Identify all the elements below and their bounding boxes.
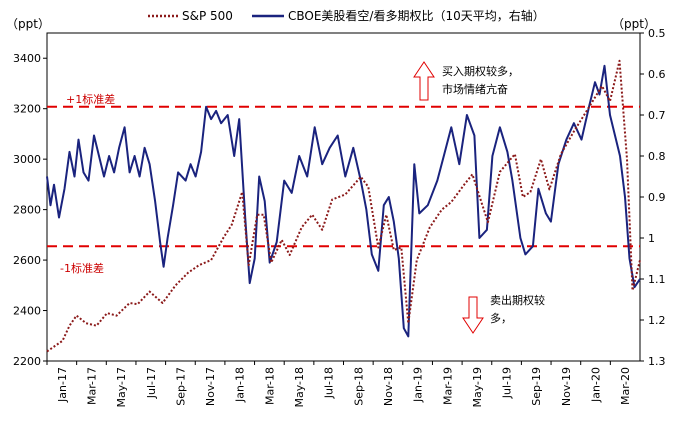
y-left-tick-label: 2800 [13, 204, 41, 217]
annotation-down-text: 多， [490, 311, 512, 325]
x-tick-label: Sep-18 [352, 367, 365, 406]
x-tick-label: Jan-18 [234, 367, 247, 403]
threshold-label: -1标准差 [60, 261, 104, 275]
x-tick-label: Jul-18 [323, 367, 336, 399]
x-tick-label: May-19 [471, 367, 484, 408]
x-tick-label: Jul-17 [145, 367, 158, 399]
series-put-call-ratio [46, 64, 641, 338]
series-sp500 [46, 59, 641, 353]
y-right-tick-label: 0.7 [648, 109, 666, 122]
right-axis-unit: （ppt） [612, 17, 656, 31]
y-right-tick-label: 1 [648, 232, 655, 245]
x-tick-label: May-18 [293, 367, 306, 408]
x-tick-label: Nov-18 [382, 367, 395, 406]
x-tick-label: Mar-19 [441, 367, 454, 405]
plot-area [46, 32, 641, 362]
legend-label-put-call: CBOE美股看空/看多期权比（10天平均，右轴） [288, 8, 545, 23]
y-left-tick-label: 2400 [13, 305, 41, 318]
x-tick-label: Mar-18 [263, 367, 276, 405]
x-tick-label: Jan-20 [590, 367, 603, 403]
x-tick-label: May-17 [115, 367, 128, 408]
y-left-tick-label: 3400 [13, 52, 41, 65]
y-left-tick-label: 2200 [13, 355, 41, 368]
y-right-tick-label: 0.9 [648, 191, 666, 204]
y-left-tick-label: 2600 [13, 254, 41, 267]
x-tick-label: Mar-17 [85, 367, 98, 405]
left-axis-unit: （ppt） [6, 17, 50, 31]
y-right-tick-label: 0.6 [648, 68, 666, 81]
x-tick-label: Sep-19 [530, 367, 543, 406]
y-left-tick-label: 3200 [13, 103, 41, 116]
up-arrow [413, 61, 435, 101]
annotation-down-text: 卖出期权较 [490, 293, 545, 307]
threshold-lines: +1标准差 -1标准差 [47, 92, 640, 275]
x-tick-label: Nov-17 [204, 367, 217, 406]
x-tick-label: Jul-19 [501, 367, 514, 399]
y-right-tick-label: 1.3 [648, 355, 666, 368]
annotation-up-text: 市场情绪亢奋 [442, 82, 508, 96]
y-left-tick-label: 3000 [13, 153, 41, 166]
y-right-tick-label: 0.5 [648, 27, 666, 40]
y-right-tick-label: 0.8 [648, 150, 666, 163]
down-arrow [462, 296, 484, 334]
legend-label-sp500: S&P 500 [182, 9, 233, 23]
x-tick-label: Sep-17 [174, 367, 187, 406]
y-right-tick-label: 1.1 [648, 273, 666, 286]
legend: S&P 500 CBOE美股看空/看多期权比（10天平均，右轴） [148, 8, 545, 23]
x-tick-label: Jan-17 [56, 367, 69, 403]
x-tick-label: Nov-19 [560, 367, 573, 406]
plot-frame [46, 32, 641, 362]
annotation-up-text: 买入期权较多， [442, 64, 519, 78]
series-lines [46, 59, 641, 353]
x-tick-label: Jan-19 [412, 367, 425, 403]
axes: 2200 2400 2600 2800 3000 3200 3400 0.5 0.6 0.7 0.8… [6, 17, 666, 408]
x-tick-label: Mar-20 [619, 367, 632, 405]
threshold-label: +1标准差 [66, 92, 115, 106]
y-right-tick-label: 1.2 [648, 314, 666, 327]
